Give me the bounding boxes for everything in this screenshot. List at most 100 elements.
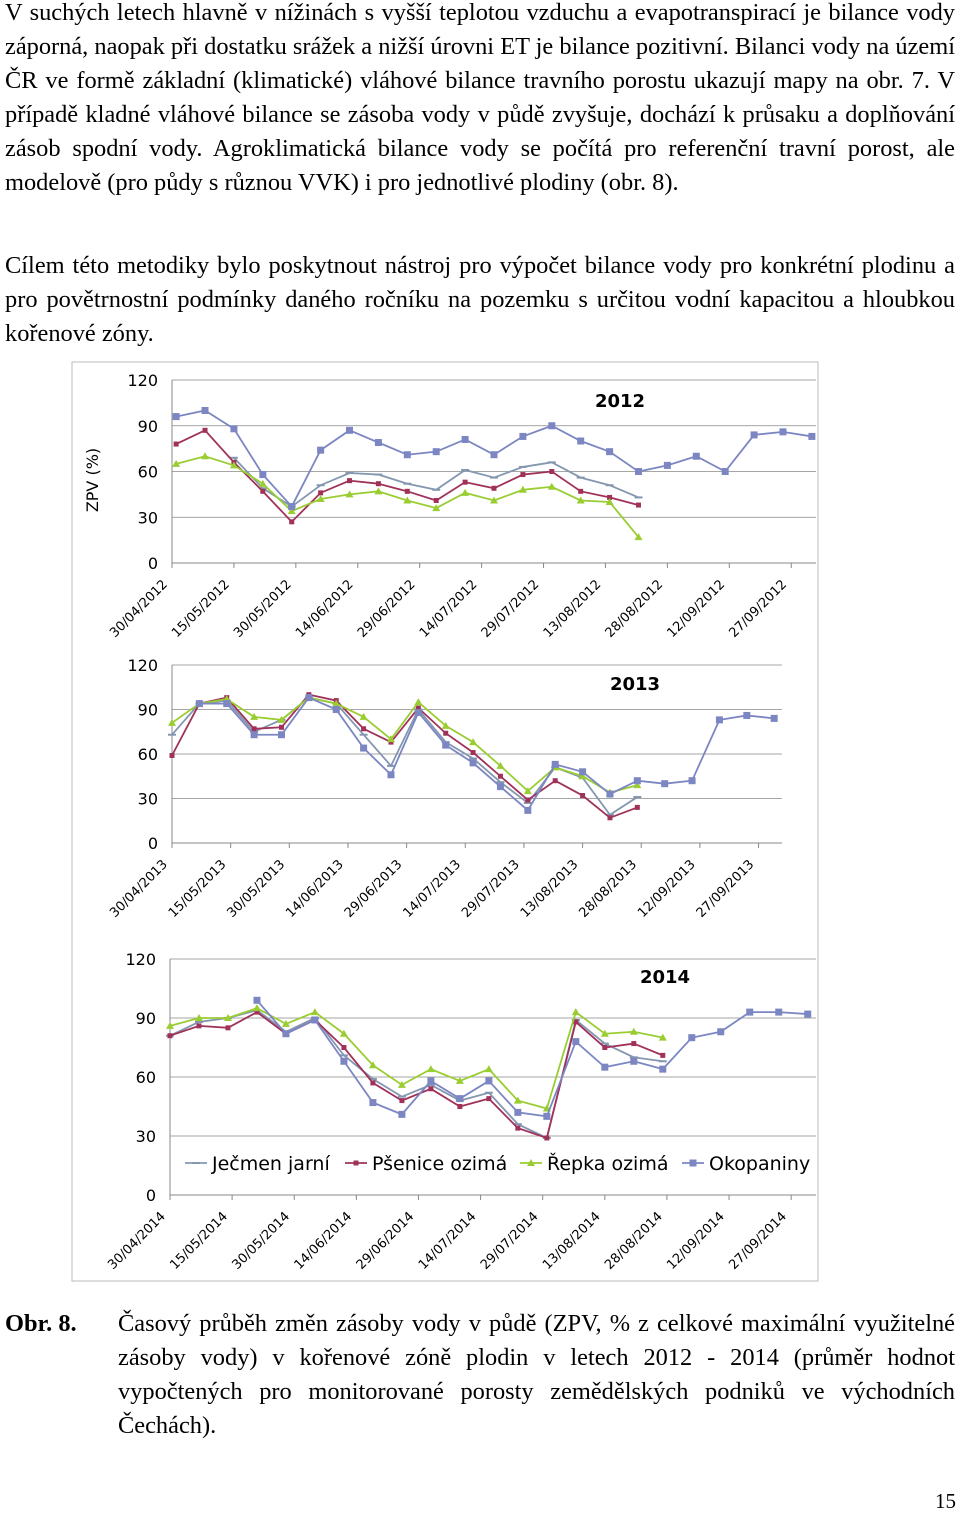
- x-tick-label: 12/09/2014: [664, 1209, 728, 1273]
- series-marker: [426, 1065, 435, 1073]
- series-marker: [606, 790, 614, 798]
- chart-title: 2013: [610, 674, 660, 695]
- series-marker: [441, 721, 450, 729]
- x-tick-label: 30/04/2013: [107, 857, 171, 921]
- series-marker: [659, 1065, 667, 1073]
- x-tick-label: 30/05/2012: [231, 577, 295, 641]
- y-axis-label: ZPV (%): [83, 448, 102, 512]
- series-marker: [375, 481, 381, 487]
- series-marker: [414, 698, 423, 706]
- series-marker: [513, 1096, 522, 1104]
- series-marker: [369, 1099, 377, 1107]
- series-line: [169, 1009, 663, 1140]
- x-tick-label: 30/04/2012: [107, 577, 171, 641]
- series-marker: [490, 451, 498, 459]
- x-tick-label: 29/07/2014: [478, 1209, 542, 1273]
- x-tick-label: 30/05/2013: [225, 857, 289, 921]
- x-tick-label: 29/06/2014: [354, 1209, 418, 1273]
- series-marker: [374, 487, 383, 495]
- series-marker: [229, 461, 238, 469]
- x-tick-label: 13/08/2013: [518, 857, 582, 921]
- x-tick-label: 13/08/2012: [541, 577, 605, 641]
- series-marker: [692, 452, 700, 460]
- series-marker: [289, 519, 295, 525]
- series-marker: [519, 432, 527, 440]
- series-marker: [196, 1023, 202, 1029]
- series-marker: [173, 441, 179, 447]
- series-marker: [397, 1080, 406, 1088]
- series-marker: [277, 731, 285, 739]
- series-marker: [469, 738, 478, 746]
- series-marker: [278, 724, 284, 730]
- series-marker: [225, 1025, 231, 1031]
- series-marker: [230, 425, 238, 433]
- series-marker: [172, 459, 181, 467]
- series-line: [169, 1007, 663, 1110]
- x-tick-label: 14/07/2014: [416, 1209, 480, 1273]
- series-marker: [169, 752, 175, 758]
- x-tick-label: 14/06/2014: [292, 1209, 356, 1273]
- series-marker: [520, 472, 526, 478]
- series-marker: [370, 1080, 376, 1086]
- series-marker: [808, 432, 816, 440]
- series-marker: [630, 1057, 638, 1065]
- series-marker: [368, 1061, 377, 1069]
- series-marker: [496, 761, 505, 769]
- legend-marker: [527, 1159, 535, 1166]
- legend-marker: [353, 1160, 359, 1166]
- series-marker: [414, 708, 422, 716]
- y-tick-label: 0: [146, 1186, 156, 1205]
- series-marker: [258, 479, 267, 487]
- series-marker: [485, 1077, 493, 1085]
- series-line: [171, 696, 638, 794]
- series-marker: [496, 783, 504, 791]
- x-tick-label: 12/09/2013: [635, 857, 699, 921]
- series-marker: [746, 1008, 754, 1016]
- series-marker: [548, 422, 556, 430]
- series-marker: [750, 431, 758, 439]
- series-marker: [607, 815, 613, 821]
- series-marker: [518, 485, 527, 493]
- series-marker: [253, 996, 261, 1004]
- series-marker: [428, 1086, 434, 1092]
- x-tick-label: 14/07/2012: [417, 577, 481, 641]
- series-marker: [252, 1004, 261, 1012]
- y-tick-label: 90: [136, 1009, 156, 1028]
- series-marker: [663, 461, 671, 469]
- series-marker: [386, 735, 395, 743]
- series-marker: [634, 533, 643, 541]
- series-marker: [432, 504, 441, 512]
- x-tick-label: 29/07/2013: [459, 857, 523, 921]
- series-marker: [601, 1063, 609, 1071]
- series-marker: [552, 778, 558, 784]
- series-marker: [318, 490, 324, 496]
- series-marker: [251, 726, 257, 732]
- series-marker: [605, 498, 614, 505]
- series-marker: [578, 488, 584, 494]
- series-marker: [398, 1110, 406, 1118]
- series-marker: [524, 806, 532, 814]
- series-marker: [341, 1045, 347, 1050]
- series-marker: [721, 468, 729, 475]
- series-marker: [525, 797, 531, 803]
- series-marker: [359, 712, 368, 720]
- series-marker: [688, 777, 696, 785]
- series-marker: [167, 1033, 173, 1039]
- series-marker: [490, 496, 498, 504]
- series-marker: [658, 1033, 667, 1041]
- x-tick-label: 27/09/2013: [694, 857, 758, 921]
- series-marker: [442, 741, 450, 749]
- series-line: [175, 429, 639, 524]
- series-marker: [551, 760, 559, 768]
- figure-frame: [71, 361, 819, 1282]
- y-tick-label: 60: [136, 1068, 156, 1087]
- series-marker: [361, 726, 367, 732]
- series-marker: [606, 448, 614, 456]
- series-marker: [600, 1029, 609, 1037]
- series-marker: [629, 1027, 638, 1035]
- y-tick-label: 120: [127, 371, 158, 390]
- series-marker: [347, 478, 353, 484]
- x-tick-label: 28/08/2014: [602, 1209, 666, 1273]
- series-marker: [634, 804, 640, 810]
- series-marker: [455, 1076, 464, 1084]
